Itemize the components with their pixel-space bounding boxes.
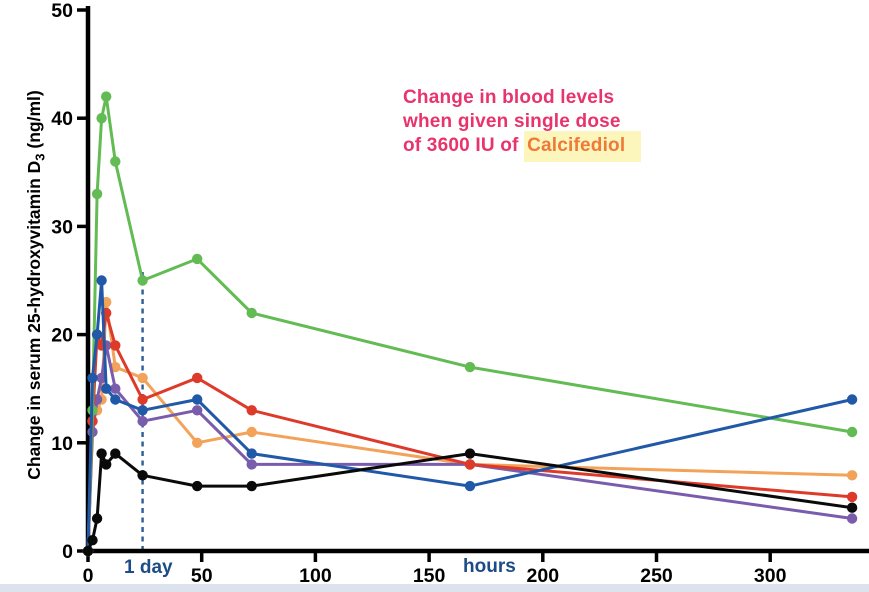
x-tick-label: 50	[191, 565, 213, 587]
data-point-subject-black	[96, 448, 107, 459]
data-point-subject-red	[192, 372, 203, 384]
annotation-line-3: of 3600 IU of Calcifediol	[403, 131, 642, 162]
data-point-subject-red	[137, 394, 148, 405]
data-point-subject-orange	[137, 372, 148, 384]
data-point-subject-black	[82, 545, 94, 557]
y-tick-label: 50	[51, 0, 73, 22]
window-edge-strip	[0, 584, 869, 592]
data-point-subject-purple	[246, 459, 257, 470]
data-point-subject-red	[464, 459, 476, 470]
data-point-subject-green	[110, 156, 121, 167]
x-tick-label: 250	[640, 565, 673, 587]
y-axis-label-unit: (ng/ml)	[24, 90, 44, 154]
data-point-subject-blue	[87, 372, 98, 384]
data-point-subject-black	[87, 535, 98, 546]
series-line-subject-red	[86, 311, 854, 553]
data-point-subject-purple	[846, 513, 858, 524]
data-point-subject-black	[110, 448, 121, 459]
y-tick-label: 40	[51, 108, 73, 130]
x-tick-label: 0	[83, 565, 94, 587]
data-point-subject-red	[246, 405, 257, 416]
data-point-subject-purple	[137, 416, 148, 427]
data-point-subject-green	[246, 307, 257, 319]
y-axis-label-subscript: 3	[32, 153, 48, 161]
y-tick-label: 20	[51, 325, 73, 347]
annotation-line-1: Change in blood levels	[403, 87, 615, 108]
data-point-subject-blue	[91, 329, 103, 340]
annotation-line-3-prefix: of 3600 IU of	[403, 135, 525, 156]
data-point-subject-red	[110, 340, 121, 351]
data-point-subject-black	[246, 480, 257, 492]
data-point-subject-black	[846, 502, 858, 513]
data-point-subject-black	[192, 480, 203, 492]
data-point-subject-green	[96, 113, 107, 124]
data-point-subject-orange	[246, 426, 257, 438]
data-point-subject-red	[846, 491, 858, 503]
data-point-subject-green	[91, 188, 103, 200]
data-point-subject-orange	[846, 470, 858, 481]
x-tick-label: 200	[527, 565, 560, 587]
x-tick-label: 100	[299, 565, 332, 587]
data-point-subject-green	[464, 361, 476, 373]
y-tick-label: 10	[51, 433, 73, 455]
data-point-subject-black	[101, 459, 112, 470]
series-line-subject-purple	[86, 343, 854, 553]
data-point-subject-blue	[246, 448, 257, 459]
y-tick-label: 0	[62, 541, 73, 563]
data-point-subject-black	[464, 448, 476, 459]
data-point-subject-blue	[101, 383, 112, 394]
data-point-subject-blue	[192, 394, 203, 405]
data-point-subject-blue	[464, 480, 476, 492]
data-point-subject-black	[91, 513, 103, 524]
data-point-subject-purple	[192, 405, 203, 416]
highlighted-drug-name: Calcifediol	[524, 131, 642, 162]
data-point-subject-green	[137, 275, 148, 286]
y-axis-label-text: Change in serum 25-hydroxyvitamin D	[24, 160, 44, 480]
annotation-line-2: when given single dose	[403, 111, 621, 132]
y-axis-label: Change in serum 25-hydroxyvitamin D3 (ng…	[24, 70, 50, 500]
x-tick-label: 150	[413, 565, 446, 587]
data-point-subject-black	[137, 470, 148, 481]
chart-annotation: Change in blood levels when given single…	[403, 86, 642, 162]
data-point-subject-blue	[110, 394, 121, 405]
y-tick-label: 30	[51, 216, 73, 238]
data-point-subject-green	[101, 91, 112, 102]
day-marker-label: 1 day	[124, 557, 173, 578]
data-point-subject-blue	[846, 394, 858, 405]
data-point-subject-blue	[96, 275, 107, 286]
data-point-subject-orange	[192, 437, 203, 448]
data-point-subject-purple	[110, 383, 121, 394]
data-point-subject-green	[846, 426, 858, 438]
x-axis-unit-label: hours	[463, 556, 516, 577]
data-point-subject-green	[192, 253, 203, 265]
data-point-subject-blue	[137, 405, 148, 416]
x-tick-label: 300	[754, 565, 787, 587]
